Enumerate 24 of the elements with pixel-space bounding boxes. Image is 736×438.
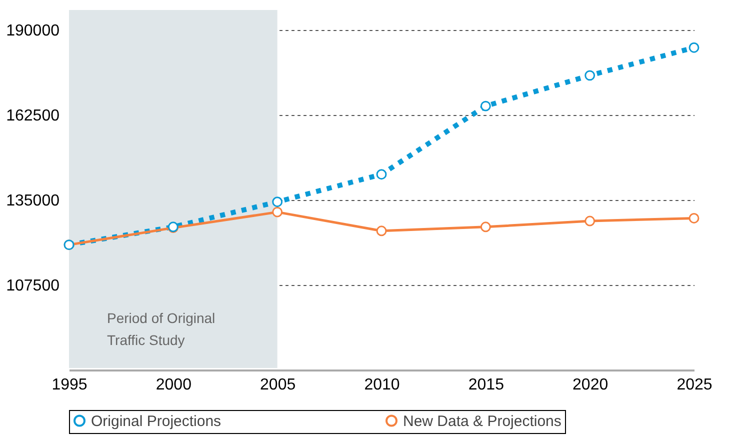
point <box>584 70 596 81</box>
point <box>480 222 491 232</box>
point <box>688 42 700 53</box>
y-tick-label: 190000 <box>6 22 60 40</box>
point <box>376 226 387 236</box>
x-tick-label: 2025 <box>676 376 712 394</box>
y-tick-label: 107500 <box>6 278 60 294</box>
point <box>584 216 596 226</box>
y-tick-label: 162500 <box>6 108 60 124</box>
x-tick-label: 2000 <box>156 376 192 394</box>
point <box>376 169 387 180</box>
point <box>272 196 283 208</box>
band-label: Period of Original Traffic Study <box>107 310 216 348</box>
x-tick-label: 2020 <box>572 376 608 394</box>
point <box>272 206 283 218</box>
x-tick-label: 2010 <box>364 376 400 394</box>
legend-label: Original Projections <box>91 412 222 430</box>
x-tick-label: 2015 <box>468 376 504 394</box>
x-tick-label: 1995 <box>52 376 88 394</box>
point <box>480 100 491 112</box>
x-tick-label: 2005 <box>260 376 296 394</box>
y-tick-label: 135000 <box>6 192 60 210</box>
point <box>688 213 700 224</box>
legend-label: New Data & Projections <box>403 412 562 430</box>
